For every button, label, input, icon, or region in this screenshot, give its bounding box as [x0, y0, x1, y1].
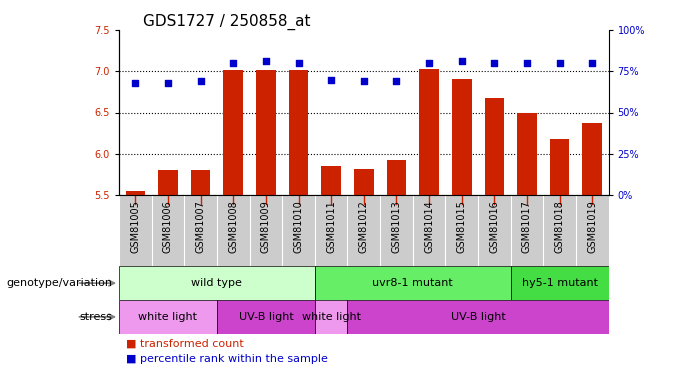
- Point: [522, 60, 532, 66]
- Bar: [256, 70, 275, 195]
- Bar: [158, 170, 177, 195]
- Bar: [347, 300, 609, 334]
- Bar: [485, 98, 504, 195]
- Bar: [191, 170, 210, 195]
- Text: white light: white light: [302, 312, 360, 322]
- Point: [326, 76, 337, 82]
- Point: [456, 58, 467, 64]
- Point: [358, 78, 369, 84]
- Text: GSM81006: GSM81006: [163, 200, 173, 253]
- Point: [424, 60, 435, 66]
- Bar: [224, 70, 243, 195]
- Text: uvr8-1 mutant: uvr8-1 mutant: [373, 278, 453, 288]
- Text: UV-B light: UV-B light: [451, 312, 505, 322]
- Point: [554, 60, 565, 66]
- Bar: [315, 266, 511, 300]
- Bar: [217, 300, 315, 334]
- Text: GSM81015: GSM81015: [457, 200, 466, 253]
- Text: GSM81011: GSM81011: [326, 200, 336, 253]
- Text: GSM81008: GSM81008: [228, 200, 238, 253]
- Text: GSM81009: GSM81009: [261, 200, 271, 253]
- Text: ■ transformed count: ■ transformed count: [126, 339, 243, 349]
- Point: [260, 58, 271, 64]
- Bar: [387, 160, 406, 195]
- Bar: [119, 266, 315, 300]
- Text: GSM81018: GSM81018: [555, 200, 564, 253]
- Bar: [550, 139, 569, 195]
- Bar: [315, 300, 347, 334]
- Text: GSM81019: GSM81019: [588, 200, 597, 253]
- Point: [489, 60, 500, 66]
- Text: GSM81017: GSM81017: [522, 200, 532, 253]
- Text: GSM81012: GSM81012: [359, 200, 369, 253]
- Text: UV-B light: UV-B light: [239, 312, 293, 322]
- Text: GSM81016: GSM81016: [490, 200, 499, 253]
- Bar: [517, 112, 537, 195]
- Bar: [583, 123, 602, 195]
- Text: GSM81007: GSM81007: [196, 200, 205, 253]
- Text: GSM81014: GSM81014: [424, 200, 434, 253]
- Text: genotype/variation: genotype/variation: [6, 278, 112, 288]
- Bar: [511, 266, 609, 300]
- Text: wild type: wild type: [192, 278, 242, 288]
- Point: [391, 78, 402, 84]
- Bar: [289, 70, 308, 195]
- Bar: [126, 191, 145, 195]
- Point: [228, 60, 239, 66]
- Point: [130, 80, 141, 86]
- Bar: [119, 300, 217, 334]
- Point: [293, 60, 304, 66]
- Text: stress: stress: [80, 312, 112, 322]
- Text: ■ percentile rank within the sample: ■ percentile rank within the sample: [126, 354, 328, 364]
- Bar: [354, 169, 373, 195]
- Bar: [452, 80, 471, 195]
- Text: GDS1727 / 250858_at: GDS1727 / 250858_at: [143, 14, 311, 30]
- Text: GSM81013: GSM81013: [392, 200, 401, 253]
- Point: [163, 80, 173, 86]
- Text: hy5-1 mutant: hy5-1 mutant: [522, 278, 598, 288]
- Text: GSM81005: GSM81005: [131, 200, 140, 253]
- Bar: [322, 166, 341, 195]
- Point: [195, 78, 206, 84]
- Bar: [420, 69, 439, 195]
- Text: GSM81010: GSM81010: [294, 200, 303, 253]
- Text: white light: white light: [139, 312, 197, 322]
- Point: [587, 60, 598, 66]
